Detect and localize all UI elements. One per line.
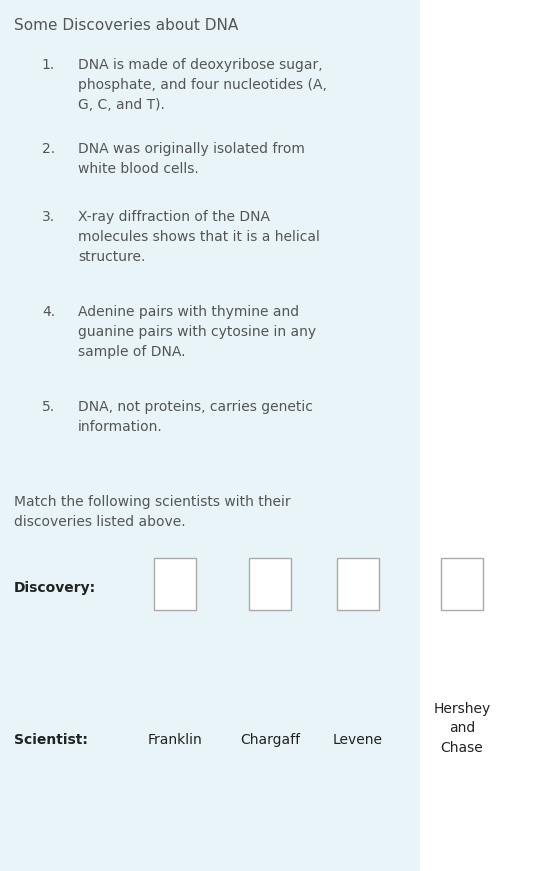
Text: Some Discoveries about DNA: Some Discoveries about DNA bbox=[14, 18, 238, 33]
Bar bbox=[441, 558, 483, 610]
Text: Hershey
and
Chase: Hershey and Chase bbox=[434, 701, 491, 754]
Bar bbox=[337, 558, 379, 610]
Text: DNA is made of deoxyribose sugar,
phosphate, and four nucleotides (A,
G, C, and : DNA is made of deoxyribose sugar, phosph… bbox=[78, 58, 327, 112]
Text: 4.: 4. bbox=[42, 305, 55, 319]
Text: DNA, not proteins, carries genetic
information.: DNA, not proteins, carries genetic infor… bbox=[78, 400, 313, 434]
Text: DNA was originally isolated from
white blood cells.: DNA was originally isolated from white b… bbox=[78, 142, 305, 176]
Text: Scientist:: Scientist: bbox=[14, 733, 88, 747]
Text: Match the following scientists with their
discoveries listed above.: Match the following scientists with thei… bbox=[14, 495, 290, 529]
Bar bbox=[154, 558, 196, 610]
Bar bbox=[249, 558, 291, 610]
Bar bbox=[0, 0, 420, 871]
Text: Franklin: Franklin bbox=[147, 733, 203, 747]
Text: 5.: 5. bbox=[42, 400, 55, 414]
Text: Chargaff: Chargaff bbox=[240, 733, 300, 747]
Text: 1.: 1. bbox=[41, 58, 55, 72]
Text: 3.: 3. bbox=[42, 210, 55, 224]
Text: Levene: Levene bbox=[333, 733, 383, 747]
Text: Adenine pairs with thymine and
guanine pairs with cytosine in any
sample of DNA.: Adenine pairs with thymine and guanine p… bbox=[78, 305, 316, 359]
Text: 2.: 2. bbox=[42, 142, 55, 156]
Text: X-ray diffraction of the DNA
molecules shows that it is a helical
structure.: X-ray diffraction of the DNA molecules s… bbox=[78, 210, 320, 264]
Text: Discovery:: Discovery: bbox=[14, 581, 96, 595]
